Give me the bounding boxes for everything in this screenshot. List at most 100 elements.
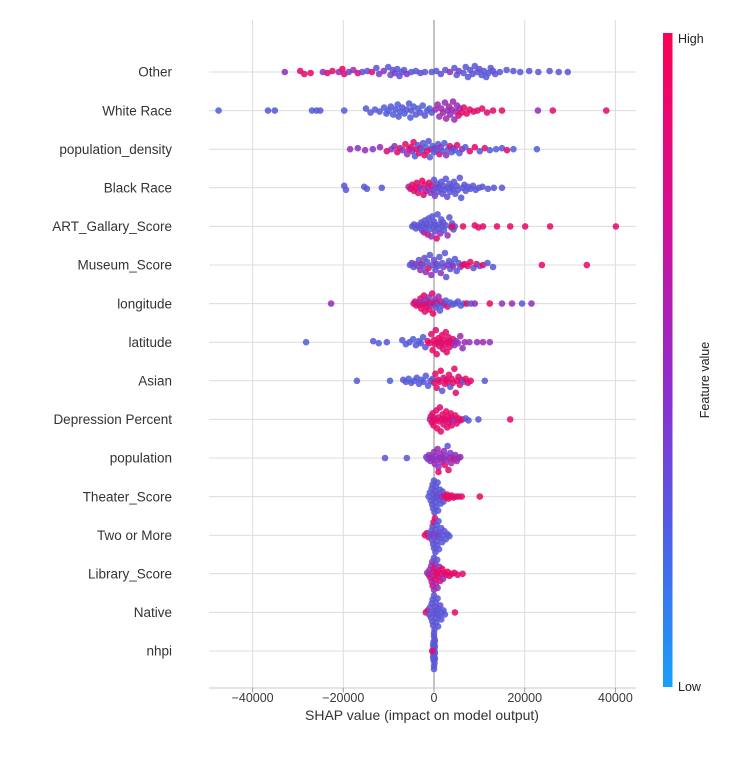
data-point [381,454,389,462]
data-point [441,611,449,618]
data-point [535,68,542,76]
data-point [380,67,388,75]
data-point [342,186,350,194]
data-point [447,111,454,118]
data-point [510,67,517,75]
data-point [428,647,436,655]
data-point [329,67,336,75]
data-point [466,338,473,346]
data-point [457,194,465,202]
data-point [423,258,431,266]
data-point [441,139,448,147]
data-point [428,290,436,297]
data-point [316,107,324,114]
data-point [417,185,425,193]
data-point [436,378,443,386]
data-point [301,70,308,78]
data-point [428,330,435,338]
feature-label: Depression Percent [53,412,172,427]
data-point [440,227,448,234]
data-point [583,261,591,269]
data-point [442,115,450,122]
data-point [442,273,450,281]
data-point [407,114,414,121]
data-point [434,595,441,602]
data-point [376,108,383,115]
data-point [433,350,441,358]
data-point [448,223,456,230]
data-point [446,532,453,540]
data-point [442,175,450,183]
data-point [467,258,474,266]
feature-label: Library_Score [88,567,172,582]
data-point [486,146,494,154]
x-tick-label: 0 [431,691,438,705]
data-point [354,144,362,152]
data-point [533,145,541,153]
data-point [525,67,533,75]
data-point [479,183,486,191]
data-point [346,145,354,153]
data-point [506,223,514,230]
data-point [460,69,467,77]
data-point [564,68,572,76]
data-point [376,143,384,151]
data-point [433,556,441,564]
data-point [434,507,442,514]
data-point [486,338,494,346]
data-point [432,326,440,334]
data-point [402,140,409,148]
data-point [460,104,468,111]
data-point [369,337,377,345]
data-point [420,378,427,386]
feature-label: latitude [128,335,172,350]
data-point [471,143,479,151]
x-axis-tick-labels: −40000 −20000 0 20000 40000 [232,691,633,705]
data-point [426,153,434,161]
data-point [419,333,427,341]
data-point [452,389,460,397]
data-point [378,184,386,192]
data-point [451,116,458,123]
data-point [451,365,458,373]
data-point [359,68,366,76]
data-point [528,300,535,307]
data-point [437,367,445,375]
feature-label: White Race [102,103,172,118]
data-point [395,113,402,120]
colorbar-low-label: Low [678,680,702,694]
data-point [498,144,506,152]
data-point [307,69,314,77]
data-point [438,387,446,395]
data-point [437,428,445,435]
data-point [434,584,441,592]
data-point [434,445,441,453]
data-point [442,222,450,229]
data-point [437,269,445,277]
data-point [475,416,482,423]
data-point [435,517,442,525]
data-point [441,99,449,106]
data-point [456,174,464,182]
data-point [441,461,449,469]
data-point [603,107,610,114]
data-point [534,107,542,114]
data-point [444,442,451,450]
data-point [546,223,554,230]
data-point [403,454,411,462]
data-point [479,338,487,346]
data-point [339,65,346,73]
data-point [441,249,449,257]
feature-label: population [110,451,172,466]
data-point [435,545,443,553]
data-point [549,107,557,114]
data-point [424,382,432,390]
data-point [459,570,466,578]
data-point [428,213,436,220]
data-point [429,310,437,317]
colorbar-high-label: High [678,32,704,46]
data-point [436,404,444,411]
data-point [434,211,441,218]
data-point [302,338,310,346]
